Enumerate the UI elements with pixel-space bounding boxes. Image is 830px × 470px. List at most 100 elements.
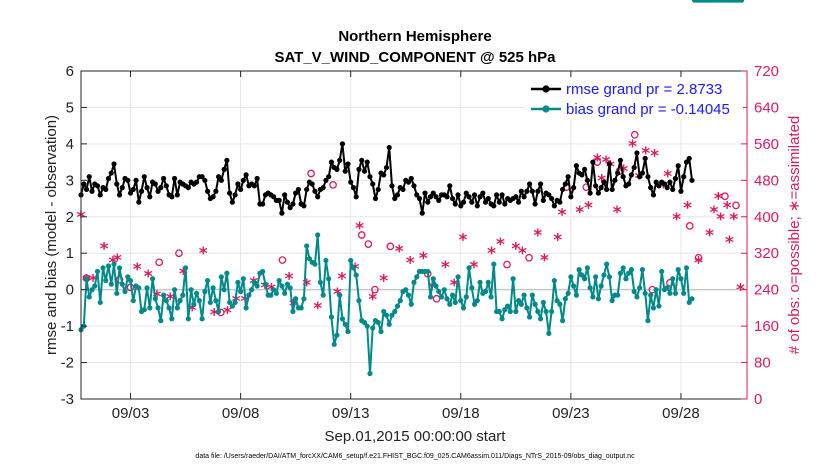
series-1-point [125, 274, 131, 280]
legend-label-bias: bias grand pr = -0.14045 [566, 101, 730, 118]
series-1-point [204, 277, 211, 284]
series-0-point [650, 192, 657, 198]
obs-assimilated-marker: * [650, 146, 659, 166]
series-1-point [147, 305, 153, 311]
series-0-point [436, 197, 442, 203]
series-1-point [477, 279, 483, 285]
series-0-point [119, 185, 125, 191]
obs-assimilated-marker: * [100, 240, 109, 260]
series-0-point [147, 194, 153, 200]
series-1-point [337, 292, 343, 298]
series-1-point [227, 299, 233, 306]
series-0-point [496, 199, 502, 205]
series-1-point [350, 265, 357, 271]
series-1-point [284, 281, 291, 287]
series-1-point [97, 299, 103, 306]
obs-assimilated-marker: * [540, 251, 549, 271]
series-0-point [224, 157, 230, 163]
series-1-point [565, 290, 571, 296]
y2-tick-label: 560 [754, 136, 779, 153]
series-1-point [298, 305, 304, 311]
series-0-point [328, 159, 335, 165]
series-1-point [452, 299, 458, 306]
series-0-point [631, 164, 637, 171]
series-1-point [686, 299, 692, 306]
y-tick-label: -2 [61, 355, 74, 372]
series-1-point [681, 290, 687, 296]
obs-assimilated-marker: * [285, 269, 294, 289]
series-0-point [526, 181, 533, 187]
series-0-point [210, 194, 216, 200]
series-0-point [89, 188, 95, 194]
series-1-point [326, 276, 332, 282]
series-0-point [260, 201, 266, 207]
obs-assimilated-marker: * [379, 272, 388, 292]
obs-assimilated-marker: * [179, 265, 188, 285]
series-0-point [342, 168, 348, 174]
obs-assimilated-marker: * [89, 272, 98, 292]
series-1-point [469, 285, 475, 291]
x-tick-label: 09/18 [442, 405, 480, 422]
series-1-point [364, 323, 370, 329]
y2-axis-label: # of obs: o=possible; ∗=assimilated [786, 116, 803, 355]
series-0-point [689, 177, 695, 183]
series-1-point [216, 308, 222, 315]
series-1-point [540, 299, 546, 306]
obs-assimilated-marker: * [672, 210, 681, 230]
series-0-point [477, 194, 483, 200]
obs-assimilated-marker: * [302, 276, 311, 296]
series-1-point [637, 285, 643, 291]
series-0-point [474, 203, 480, 209]
obs-assimilated-marker: * [144, 267, 153, 287]
series-0-point [304, 186, 310, 193]
y-tick-label: 0 [66, 282, 74, 299]
series-0-point [103, 186, 109, 193]
series-1-point [562, 296, 568, 302]
y-tick-label: 4 [66, 136, 74, 153]
series-0-point [535, 188, 541, 194]
x-axis-label: Sep.01,2015 00:00:00 start [325, 428, 507, 445]
series-0-point [449, 195, 456, 202]
series-0-point [144, 185, 150, 191]
obs-assimilated-marker: * [714, 190, 723, 210]
series-0-point [138, 188, 145, 194]
series-1-point [571, 283, 577, 289]
series-1-point [114, 290, 120, 296]
obs-possible-marker [357, 231, 366, 239]
series-1-point [650, 305, 657, 311]
chart-title: Northern Hemisphere [338, 28, 491, 45]
series-1-point [155, 305, 161, 311]
series-1-point [260, 268, 266, 275]
series-0-point [218, 177, 224, 183]
series-0-point [227, 190, 233, 196]
series-1-point [518, 301, 524, 307]
series-0-point [606, 161, 612, 167]
series-1-point [568, 274, 574, 280]
series-1-point [345, 328, 351, 335]
series-1-point [202, 288, 208, 295]
series-1-point [582, 276, 588, 282]
y-tick-label: 6 [66, 63, 74, 80]
series-0-point [425, 199, 431, 205]
series-1-point [111, 261, 117, 267]
series-0-point [634, 150, 640, 156]
series-1-point [598, 283, 604, 289]
obs-assimilated-marker: * [210, 306, 219, 326]
series-0-point [295, 186, 302, 193]
series-0-point [155, 188, 161, 194]
series-0-point [639, 170, 646, 176]
series-1-point [119, 281, 125, 287]
series-0-point [105, 175, 112, 182]
series-1-point [174, 305, 180, 311]
series-0-point [125, 177, 131, 183]
series-1-point [590, 294, 596, 300]
series-1-point [689, 296, 695, 302]
series-1-point [141, 307, 147, 313]
series-1-point [623, 276, 629, 282]
series-0-point [595, 190, 601, 196]
series-1-point [94, 268, 101, 275]
series-1-point [381, 308, 387, 315]
series-1-point [667, 290, 673, 296]
series-1-point [136, 285, 142, 291]
series-1-point [639, 267, 646, 273]
